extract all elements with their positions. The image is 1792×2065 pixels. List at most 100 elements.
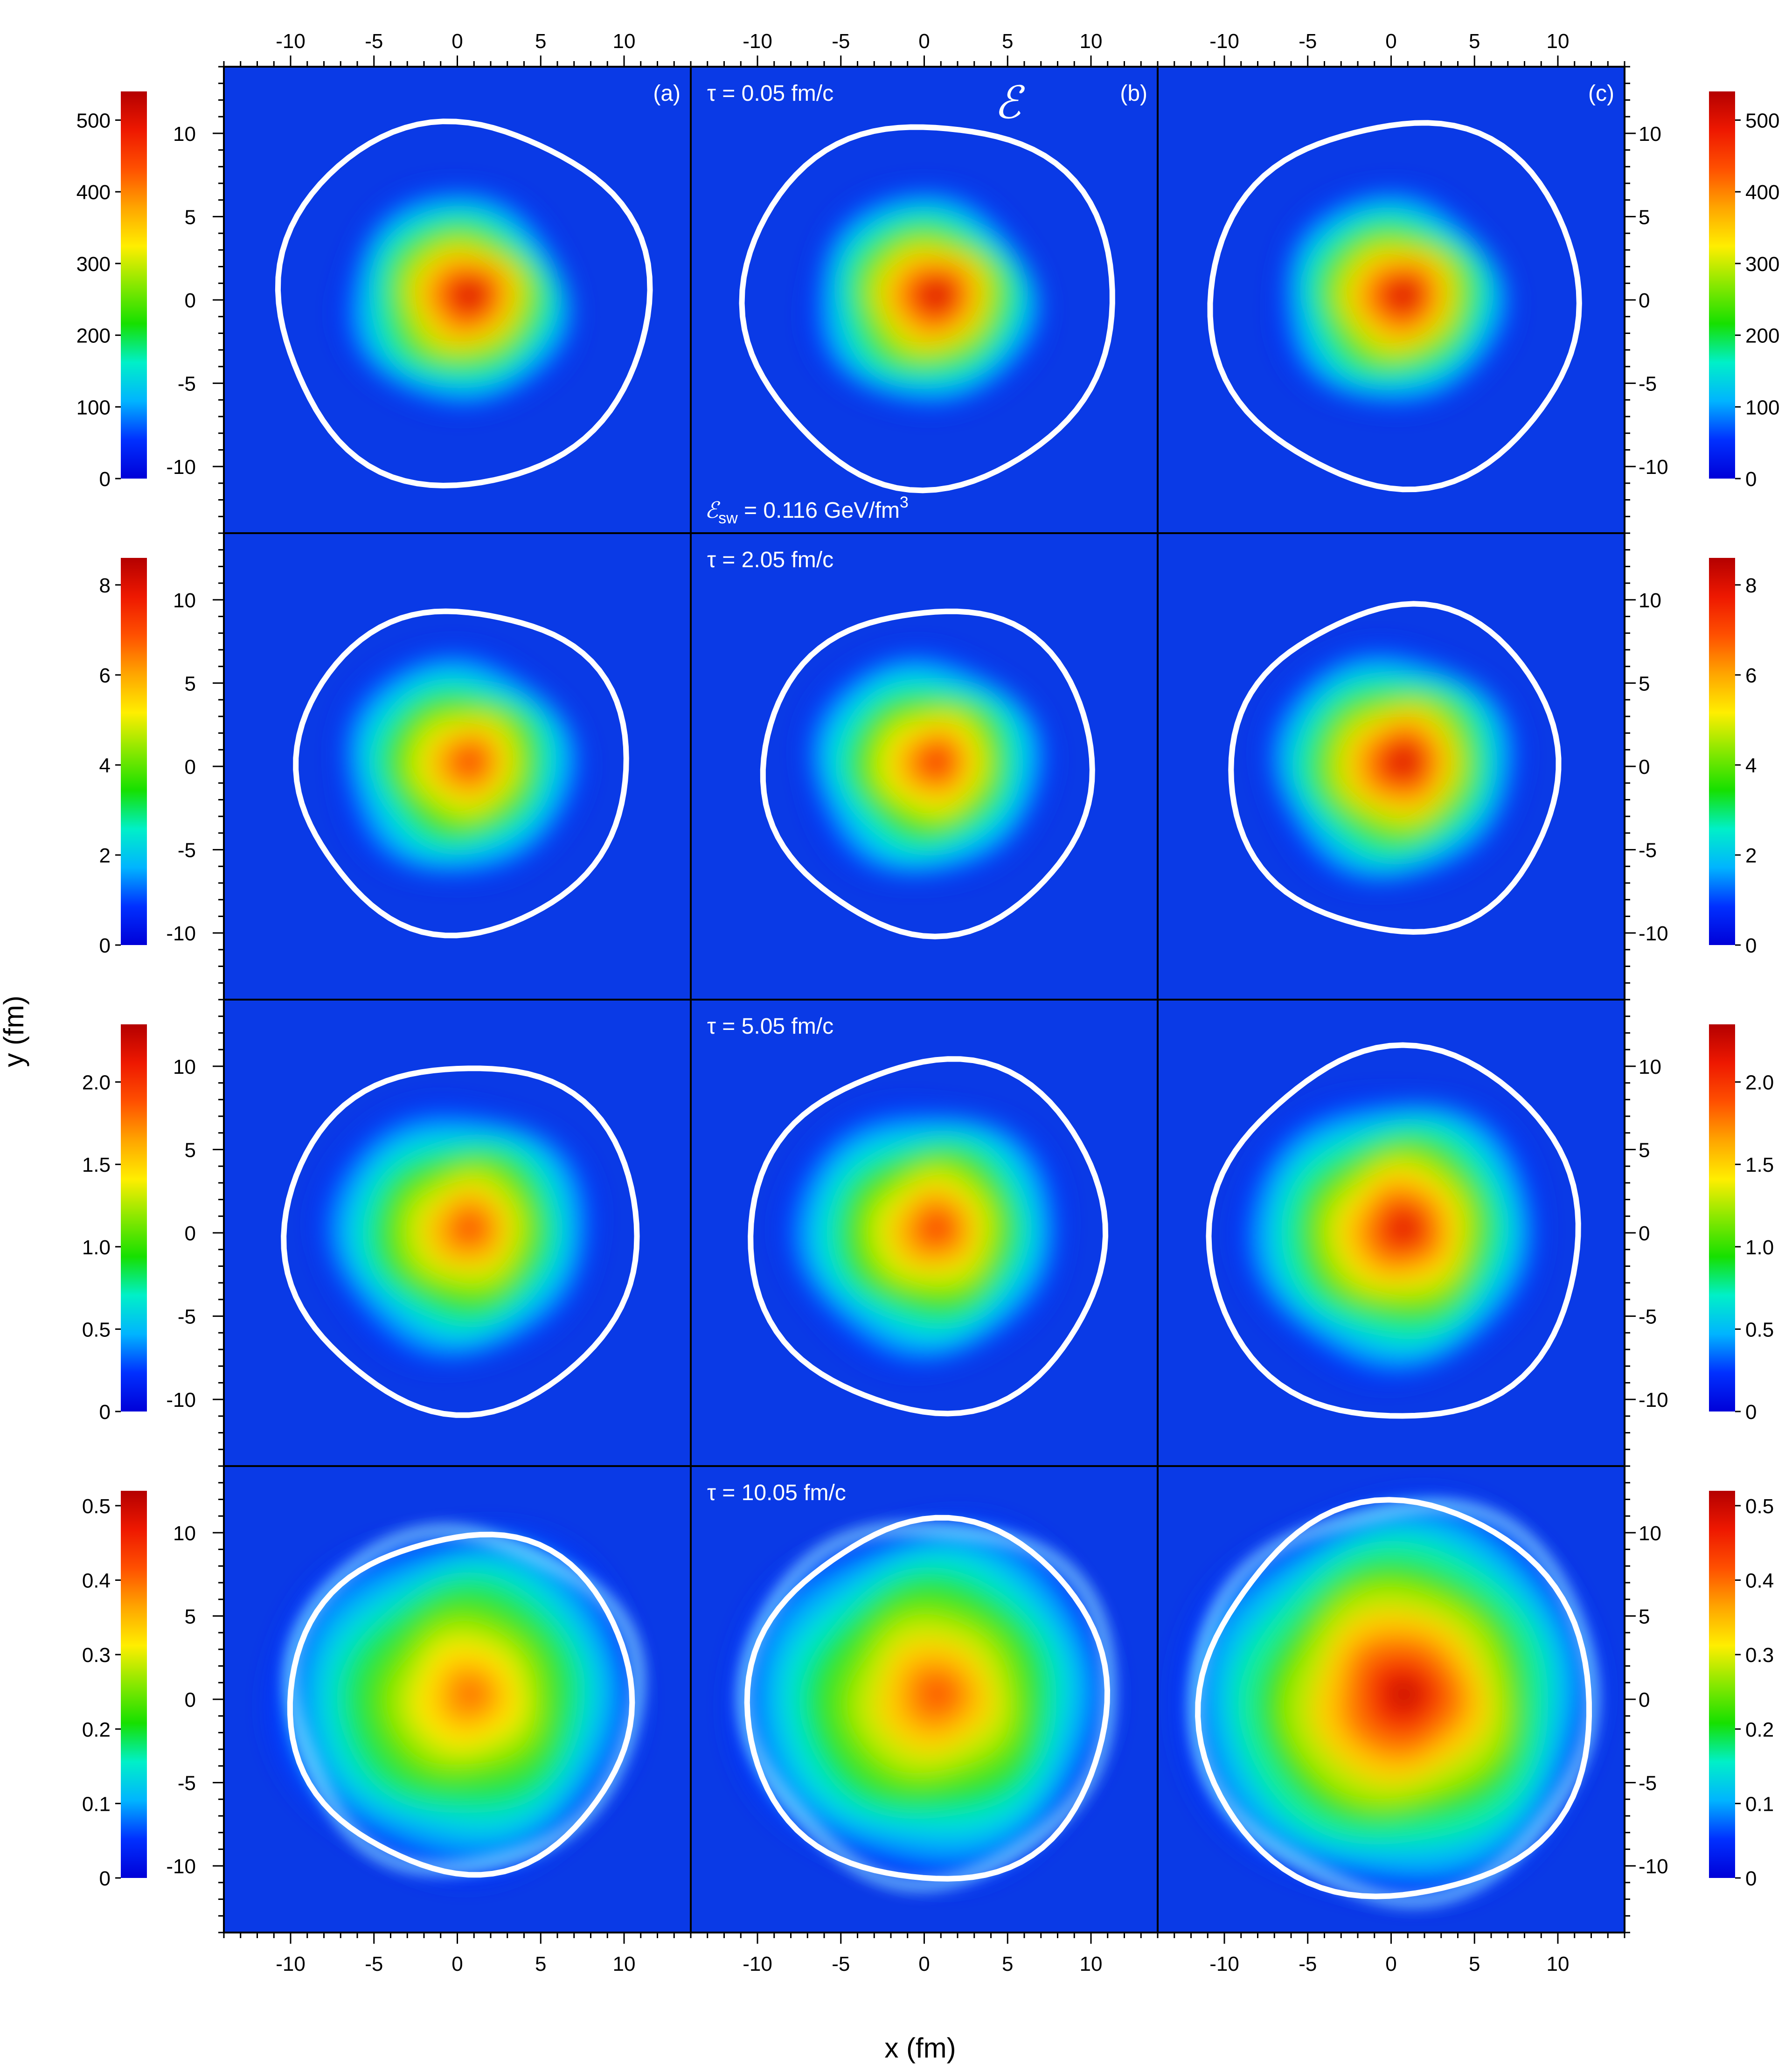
density-level — [928, 286, 947, 304]
colorbar-tick-label: 0.5 — [1745, 1318, 1774, 1341]
x-tick-label-top: 0 — [451, 30, 463, 53]
density-level — [459, 1217, 482, 1238]
x-tick-label-bottom: 5 — [535, 1953, 546, 1975]
panel-r1-c2 — [691, 67, 1158, 533]
colorbar-tick-label: 0.1 — [82, 1793, 111, 1815]
y-tick-label-left: 5 — [185, 672, 196, 695]
x-tick-label-top: -10 — [1209, 30, 1239, 53]
panel-grid — [224, 67, 1625, 1933]
y-tick-label-left: 10 — [173, 1056, 196, 1078]
colorbar-tick-label: 0.4 — [1745, 1570, 1774, 1592]
y-tick-label-right: 5 — [1639, 1139, 1650, 1161]
density-field — [1236, 1097, 1541, 1381]
x-tick-label-bottom: 0 — [451, 1953, 463, 1975]
x-tick-label-top: -10 — [743, 30, 772, 53]
colorbar-tick-label: 1.5 — [82, 1154, 111, 1176]
switching-value: = 0.116 GeV/fm — [738, 498, 900, 523]
panel-r3-c1 — [224, 1000, 691, 1466]
colorbar-gradient — [1709, 91, 1735, 479]
quantity-symbol: ℰ — [994, 78, 1025, 128]
x-tick-label-bottom: 10 — [1080, 1953, 1103, 1975]
y-tick-label-left: -10 — [166, 922, 196, 945]
y-tick-label-left: -10 — [166, 1389, 196, 1411]
colorbar-tick-label: 4 — [99, 754, 111, 777]
colorbar-gradient — [121, 91, 147, 479]
colorbar-left-row3: 0 0.5 1.0 1.5 2.0 — [82, 1024, 147, 1424]
y-tick-label-right: 0 — [1639, 289, 1650, 312]
colorbar-gradient — [1709, 1024, 1735, 1411]
density-level — [1394, 751, 1414, 771]
colorbar-tick-label: 0 — [99, 934, 111, 957]
colorbar-tick-label: 0 — [1745, 468, 1757, 491]
switching-contour — [281, 1065, 640, 1418]
y-tick-label-left: -5 — [178, 839, 196, 862]
panel-r3-c2 — [691, 1000, 1158, 1466]
density-field — [731, 1518, 1114, 1885]
labels: (a) (b) (c) τ = 0.05 fm/c τ = 2.05 fm/c τ = 5… — [653, 78, 1614, 1505]
density-level — [1393, 1216, 1417, 1240]
x-tick-label-bottom: 10 — [1547, 1953, 1570, 1975]
time-label: τ = 5.05 fm/c — [707, 1014, 833, 1039]
x-tick-label-top: 0 — [918, 30, 930, 53]
colorbar-tick-label: 300 — [76, 253, 111, 276]
density-field — [1278, 187, 1514, 410]
x-tick-label-top: 0 — [1385, 30, 1396, 53]
x-tick-label-bottom: -5 — [832, 1953, 850, 1975]
density-field — [804, 649, 1052, 881]
density-field — [340, 187, 576, 411]
y-tick-label-left: 10 — [173, 123, 196, 146]
colorbar-tick-label: 2 — [1745, 844, 1757, 867]
density-level — [1388, 1678, 1422, 1711]
switching-contour — [1207, 120, 1582, 493]
colorbar-tick-label: 8 — [99, 574, 111, 597]
y-tick-label-left: -5 — [178, 1306, 196, 1328]
colorbar-tick-label: 1.0 — [1745, 1236, 1774, 1259]
colorbar-tick-label: 6 — [99, 664, 111, 687]
colorbar-tick-label: 100 — [76, 396, 111, 419]
density-level — [461, 286, 480, 305]
panel-r2-c2 — [691, 533, 1158, 1000]
switching-subscript: sw — [718, 509, 738, 527]
axes: -10 -10 -5 -5 0 0 5 5 10 10 -10 -10 -5 -5 0 0 5 5 10 10 -10 -… — [166, 30, 1668, 1975]
x-tick-label-top: 10 — [1547, 30, 1570, 53]
density-level — [457, 1680, 486, 1709]
colorbar-tick-label: 500 — [1745, 109, 1779, 132]
panel-r2-c3 — [1158, 533, 1625, 1000]
panel-r4-c2 — [691, 1466, 1158, 1933]
y-tick-label-left: 5 — [185, 1139, 196, 1161]
switching-contour — [1206, 1042, 1581, 1419]
colorbar-tick-label: 200 — [1745, 325, 1779, 348]
colorbar-tick-label: 6 — [1745, 664, 1757, 687]
y-tick-label-left: 0 — [185, 1222, 196, 1245]
y-tick-label-left: 0 — [185, 756, 196, 779]
density-field — [1178, 1495, 1600, 1902]
switching-contour — [287, 1531, 635, 1878]
colorbar-gradient — [121, 1491, 147, 1878]
y-tick-label-left: -10 — [166, 456, 196, 479]
x-tick-label-top: 10 — [613, 30, 636, 53]
y-tick-label-right: 10 — [1639, 1522, 1661, 1545]
x-axis-label: x (fm) — [884, 2032, 956, 2064]
x-tick-label-top: 5 — [1469, 30, 1480, 53]
y-tick-label-right: 10 — [1639, 589, 1661, 612]
y-tick-label-right: 10 — [1639, 1056, 1661, 1078]
y-tick-label-left: 5 — [185, 206, 196, 229]
density-field — [1264, 645, 1522, 887]
colorbar-tick-label: 0.2 — [82, 1718, 111, 1741]
colorbar-tick-label: 0.2 — [1745, 1718, 1774, 1741]
switching-contour — [1195, 1497, 1592, 1899]
y-axis-label: y (fm) — [0, 995, 29, 1067]
colorbar-tick-label: 100 — [1745, 396, 1779, 419]
switching-symbol: ℰ — [705, 498, 721, 523]
density-field — [782, 1106, 1063, 1369]
x-tick-label-bottom: 5 — [1002, 1953, 1013, 1975]
time-label: τ = 10.05 fm/c — [707, 1481, 846, 1505]
density-field — [339, 648, 585, 880]
time-label: τ = 2.05 fm/c — [707, 548, 833, 572]
x-tick-label-top: -5 — [1299, 30, 1317, 53]
switching-contour — [739, 124, 1115, 494]
y-tick-label-right: 5 — [1639, 206, 1650, 229]
colorbar-tick-label: 0 — [99, 1867, 111, 1890]
y-tick-label-right: 5 — [1639, 1605, 1650, 1628]
